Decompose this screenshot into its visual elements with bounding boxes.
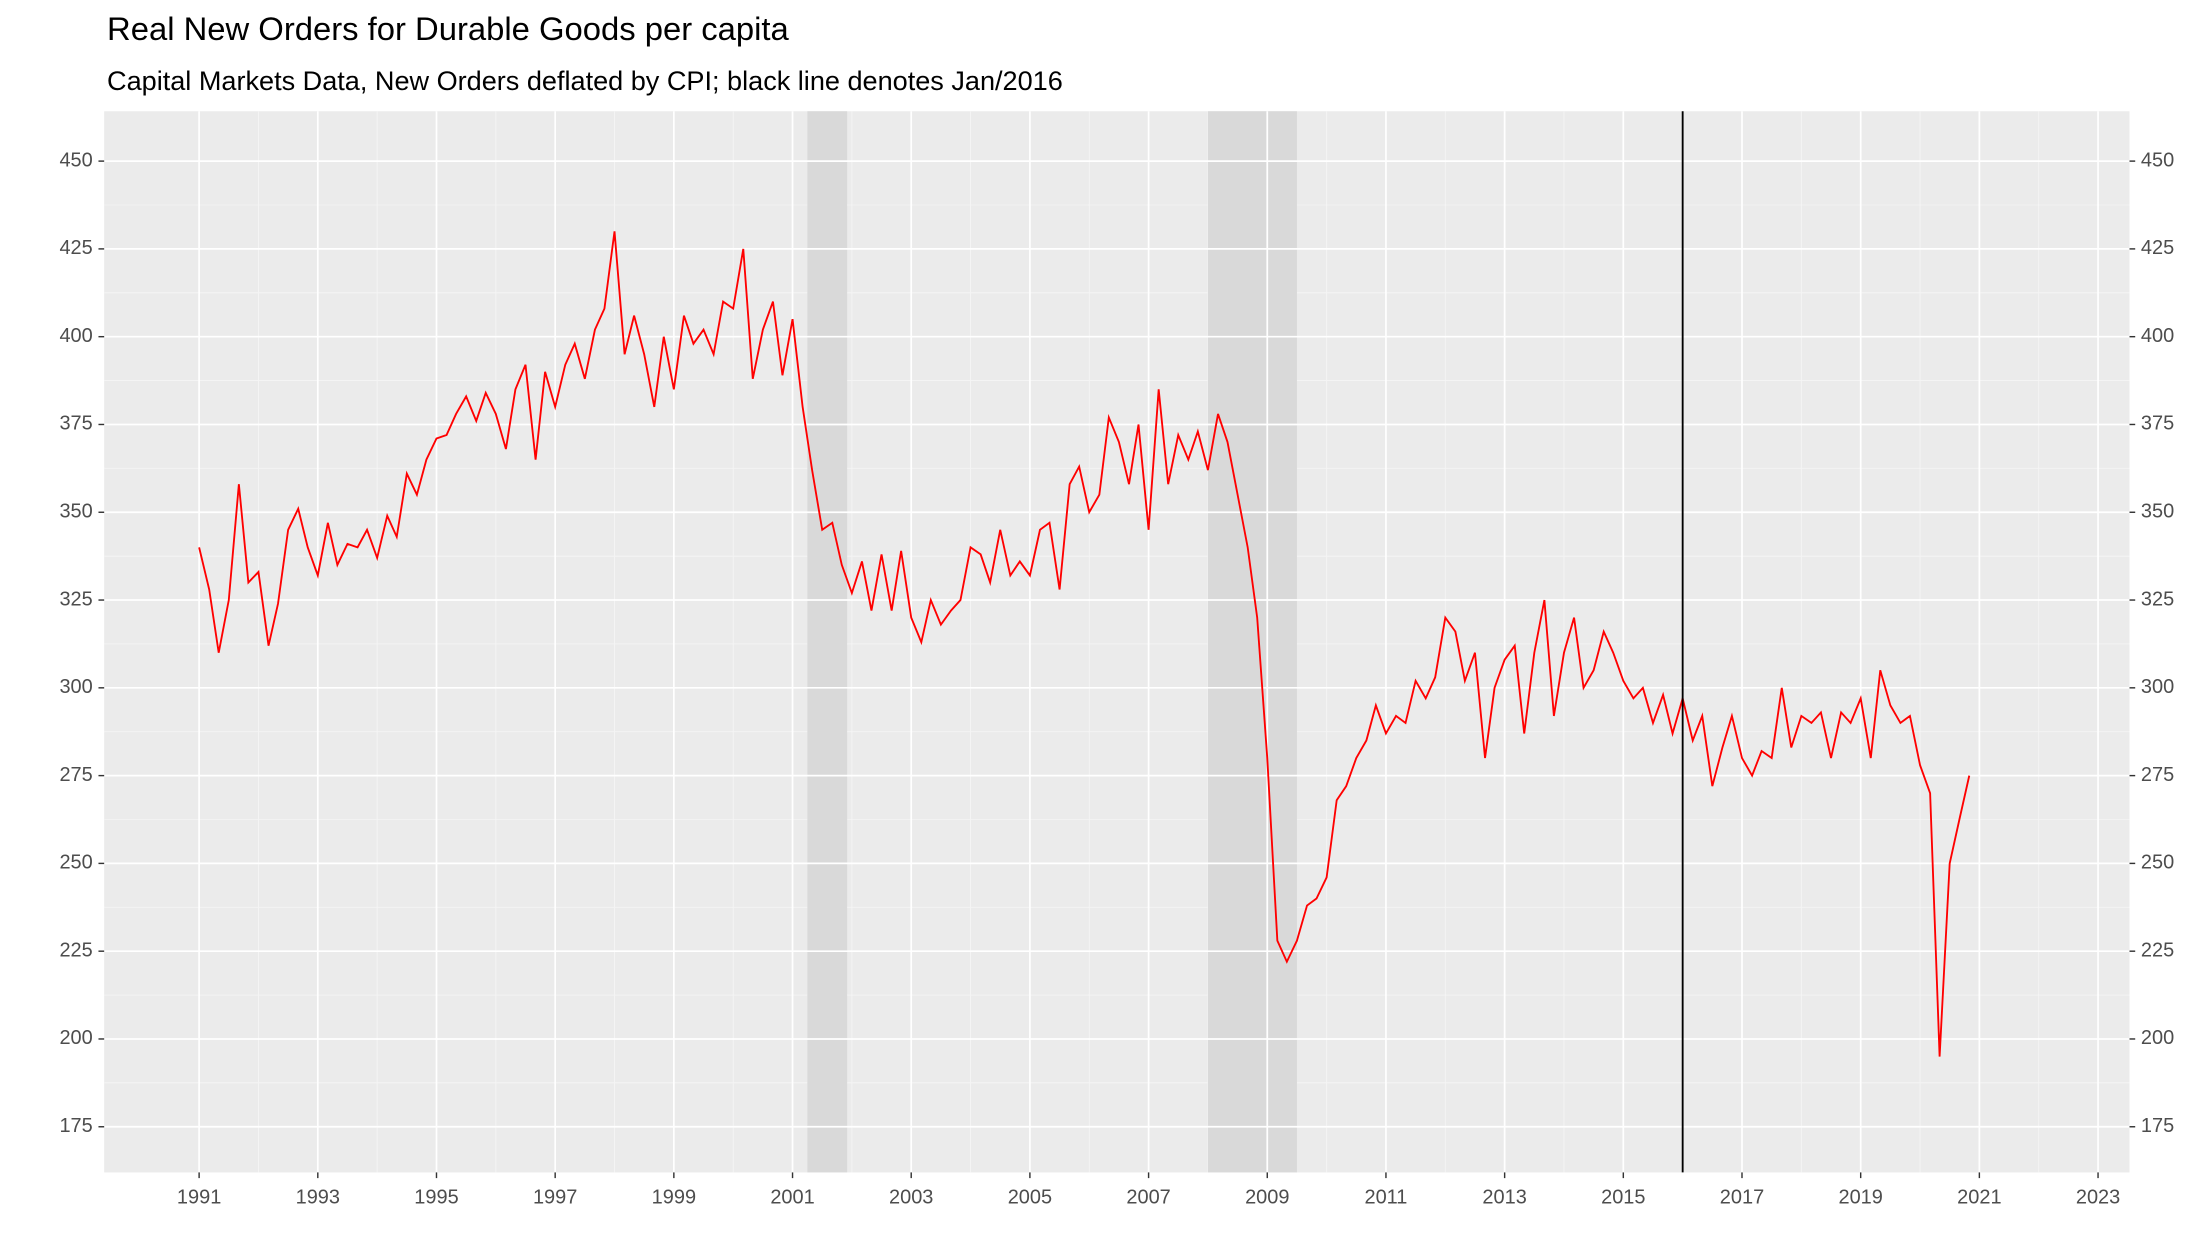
x-tick-label: 2019 — [1838, 1186, 1882, 1208]
x-tick-label: 2023 — [2076, 1186, 2120, 1208]
x-tick-label: 1993 — [296, 1186, 340, 1208]
y-tick-label: 250 — [59, 852, 92, 874]
recession-band — [1207, 111, 1297, 1173]
y2-tick-label: 375 — [2141, 413, 2174, 435]
y-tick-label: 325 — [59, 588, 92, 610]
y2-tick-label: 225 — [2141, 939, 2174, 961]
y-tick-label: 400 — [59, 325, 92, 347]
x-tick-label: 2013 — [1482, 1186, 1526, 1208]
chart-title: Real New Orders for Durable Goods per ca… — [107, 10, 790, 47]
y-tick-label: 350 — [59, 501, 92, 523]
x-tick-label: 2021 — [1957, 1186, 2001, 1208]
x-tick-label: 1995 — [414, 1186, 458, 1208]
data-line — [198, 231, 1971, 1057]
chart-subtitle: Capital Markets Data, New Orders deflate… — [107, 65, 1063, 96]
y-tick-label: 275 — [59, 764, 92, 786]
x-tick-label: 1999 — [652, 1186, 696, 1208]
y2-tick-label: 400 — [2141, 325, 2174, 347]
plot-panel — [104, 111, 2130, 1173]
y-tick-label: 450 — [59, 149, 92, 171]
x-tick-label: 2011 — [1364, 1186, 1407, 1208]
x-tick-label: 2009 — [1245, 1186, 1289, 1208]
x-tick-label: 2001 — [770, 1186, 814, 1208]
y2-tick-label: 450 — [2141, 149, 2174, 171]
y2-tick-label: 350 — [2141, 501, 2174, 523]
y2-tick-label: 200 — [2141, 1027, 2174, 1049]
x-tick-label: 2003 — [889, 1186, 933, 1208]
y2-tick-label: 275 — [2141, 764, 2174, 786]
y-tick-label: 375 — [59, 413, 92, 435]
y-tick-label: 300 — [59, 676, 92, 698]
y2-tick-label: 300 — [2141, 676, 2174, 698]
recession-band — [807, 111, 848, 1173]
y-tick-label: 425 — [59, 237, 92, 259]
x-tick-label: 2007 — [1126, 1186, 1170, 1208]
y-tick-label: 200 — [59, 1027, 92, 1049]
y2-tick-label: 325 — [2141, 588, 2174, 610]
y-tick-label: 225 — [59, 939, 92, 961]
y2-tick-label: 175 — [2141, 1115, 2174, 1137]
x-tick-label: 2017 — [1720, 1186, 1764, 1208]
x-tick-label: 1991 — [177, 1186, 221, 1208]
x-tick-label: 1997 — [533, 1186, 577, 1208]
x-tick-label: 2015 — [1601, 1186, 1645, 1208]
x-tick-label: 2005 — [1008, 1186, 1052, 1208]
y2-tick-label: 250 — [2141, 852, 2174, 874]
y2-tick-label: 425 — [2141, 237, 2174, 259]
y-tick-label: 175 — [59, 1115, 92, 1137]
